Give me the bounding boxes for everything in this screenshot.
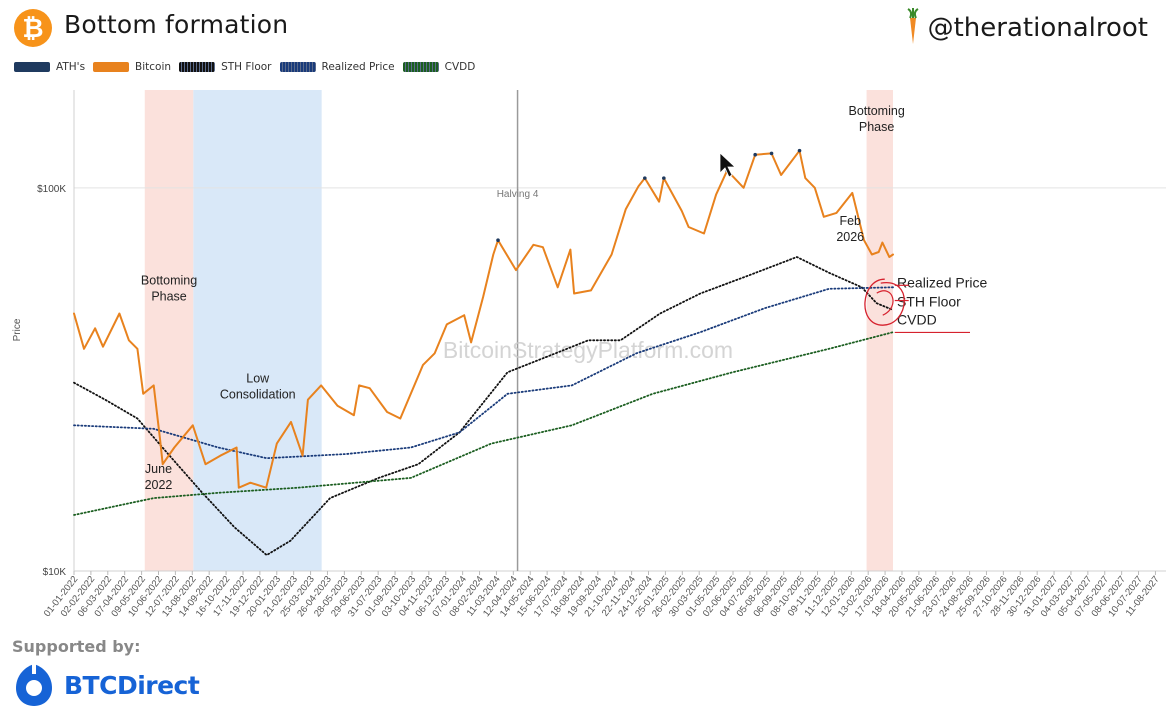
legend-label: ATH's [56, 61, 86, 73]
annotation-line: STH Floor [897, 294, 961, 310]
annotation-label: CVDD [897, 311, 937, 327]
series-line-cvdd [73, 331, 894, 516]
sponsor-name[interactable]: BTCDirect [64, 670, 200, 700]
legend-item[interactable]: STH Floor [179, 61, 272, 73]
series-line-realized-price [73, 286, 894, 460]
annotation-label: Realized Price [897, 274, 987, 290]
legend-item[interactable]: Bitcoin [93, 61, 171, 73]
annotation-line: Phase [151, 289, 186, 303]
annotation-label: Low Consolidation [220, 372, 296, 402]
watermark: BitcoinStrategyPlatform.com [443, 337, 733, 363]
ath-marker [643, 176, 647, 180]
brand[interactable]: @therationalroot [902, 8, 1148, 48]
legend-swatch [179, 62, 216, 72]
chart: $10K$100KPrice01-01-202202-02-202206-03-… [12, 90, 1166, 619]
legend: ATH's Bitcoin STH Floor Realized Price CVDD [14, 60, 483, 74]
annotation-line: 2022 [145, 478, 173, 492]
legend-label: Realized Price [321, 61, 395, 73]
series-line-sth-floor [73, 256, 894, 557]
carrot-icon [907, 8, 919, 44]
annotation-label: Bottoming Phase [141, 273, 197, 303]
legend-item[interactable]: Realized Price [279, 61, 395, 73]
phase-band [866, 90, 893, 571]
annotation-line: Bottoming [848, 104, 904, 118]
legend-label: STH Floor [221, 61, 272, 73]
annotation-label: June 2022 [145, 462, 173, 492]
legend-swatch [14, 62, 50, 72]
annotation-label: STH Floor [897, 294, 961, 310]
ath-marker [753, 152, 757, 157]
emphasis-scribble [876, 290, 894, 316]
annotation-line: Phase [859, 120, 894, 134]
header: ₿ Bottom formation @therationalroot [0, 0, 1168, 56]
ath-marker [797, 148, 802, 153]
legend-label: Bitcoin [135, 61, 172, 73]
halving-label: Halving 4 [497, 189, 539, 200]
series-line-bitcoin [73, 149, 894, 489]
btcdirect-icon [16, 664, 52, 706]
annotation-line: 2026 [836, 230, 864, 244]
page-title: Bottom formation [64, 10, 289, 39]
supported-by-label: Supported by: [12, 637, 141, 656]
annotation-line: Feb [839, 214, 861, 228]
annotation-line: CVDD [897, 311, 937, 327]
phase-band [144, 90, 194, 571]
ath-marker [769, 151, 774, 156]
legend-swatch [279, 62, 316, 72]
legend-item[interactable]: ATH's [14, 61, 85, 73]
ath-marker [496, 238, 500, 242]
annotation-line: Realized Price [897, 274, 987, 290]
y-axis-label: Price [12, 318, 23, 341]
ath-marker [662, 176, 666, 180]
annotation-label: Feb 2026 [836, 214, 864, 244]
annotation-label: Bottoming Phase [848, 104, 904, 134]
legend-swatch [402, 62, 439, 72]
emphasis-circle [864, 278, 905, 326]
annotation-line: Low [246, 372, 270, 386]
legend-label: CVDD [444, 61, 476, 73]
phase-band [193, 90, 322, 571]
y-tick-label: $100K [37, 184, 66, 195]
annotation-line: Consolidation [220, 388, 296, 402]
brand-handle[interactable]: @therationalroot [927, 13, 1148, 43]
svg-text:₿: ₿ [22, 14, 43, 44]
bitcoin-icon: ₿ [14, 9, 52, 47]
cursor-icon [719, 152, 737, 178]
legend-item[interactable]: CVDD [402, 61, 476, 73]
annotation-line: Bottoming [141, 273, 197, 287]
y-tick-label: $10K [43, 567, 67, 578]
annotation-line: June [145, 462, 172, 476]
sponsor-logo[interactable]: BTCDirect [14, 662, 200, 708]
legend-swatch [93, 62, 130, 72]
